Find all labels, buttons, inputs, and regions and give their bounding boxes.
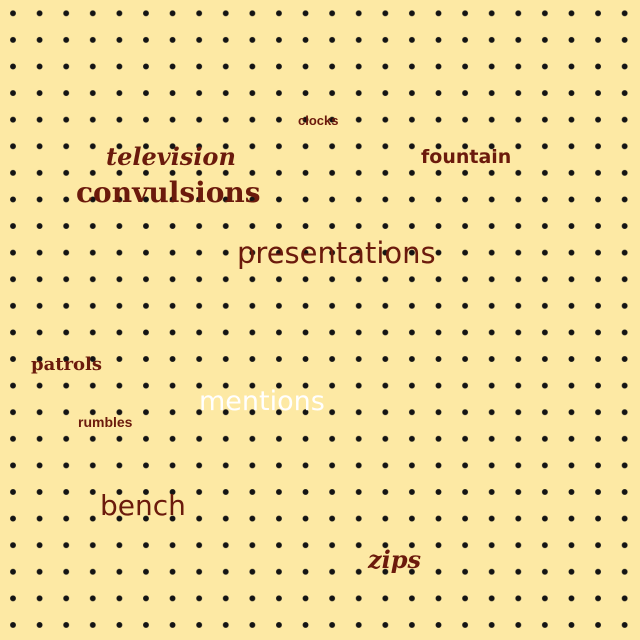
word-clocks: clocks [298,113,339,128]
word-zips: zips [368,545,422,574]
word-patrols: patrols [31,354,103,375]
word-presentations: presentations [237,236,436,270]
word-television: television [106,142,236,171]
word-bench: bench [100,489,186,522]
word-convulsions: convulsions [76,176,261,209]
word-mentions: mentions [199,386,325,417]
word-fountain: fountain [421,146,512,168]
word-rumbles: rumbles [78,414,133,430]
